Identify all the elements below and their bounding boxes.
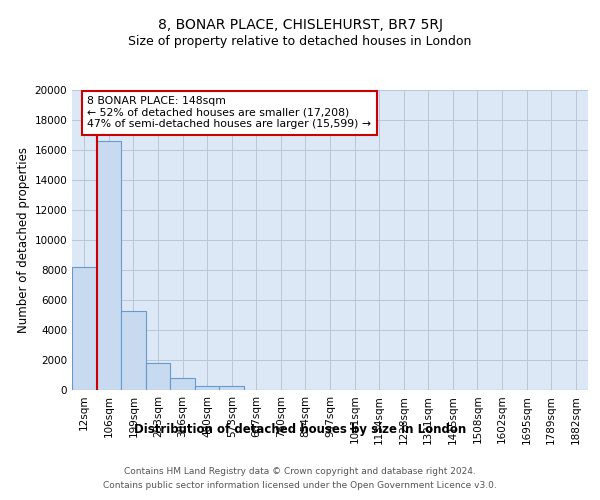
Bar: [146, 363, 170, 390]
Text: Contains HM Land Registry data © Crown copyright and database right 2024.: Contains HM Land Registry data © Crown c…: [124, 468, 476, 476]
Bar: [97, 141, 121, 390]
Bar: [220, 386, 244, 390]
Bar: [170, 378, 195, 390]
Text: 8, BONAR PLACE, CHISLEHURST, BR7 5RJ: 8, BONAR PLACE, CHISLEHURST, BR7 5RJ: [157, 18, 443, 32]
Text: 8 BONAR PLACE: 148sqm
← 52% of detached houses are smaller (17,208)
47% of semi-: 8 BONAR PLACE: 148sqm ← 52% of detached …: [88, 96, 371, 129]
Text: Distribution of detached houses by size in London: Distribution of detached houses by size …: [134, 422, 466, 436]
Bar: [121, 310, 146, 390]
Bar: [195, 386, 220, 390]
Y-axis label: Number of detached properties: Number of detached properties: [17, 147, 30, 333]
Text: Contains public sector information licensed under the Open Government Licence v3: Contains public sector information licen…: [103, 481, 497, 490]
Text: Size of property relative to detached houses in London: Size of property relative to detached ho…: [128, 35, 472, 48]
Bar: [72, 267, 97, 390]
